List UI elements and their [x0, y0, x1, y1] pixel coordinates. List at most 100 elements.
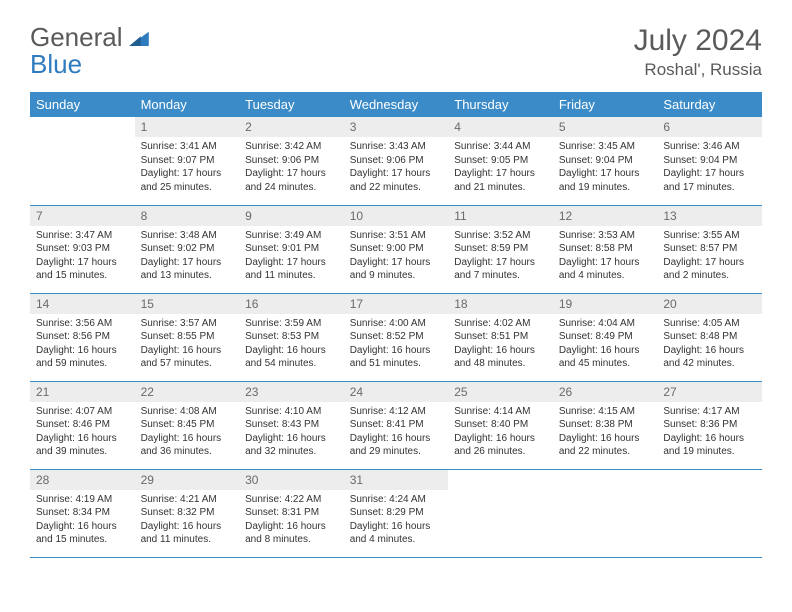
empty-cell [448, 469, 553, 557]
day-cell: 14Sunrise: 3:56 AMSunset: 8:56 PMDayligh… [30, 293, 135, 381]
day-detail: Sunrise: 3:41 AMSunset: 9:07 PMDaylight:… [135, 137, 240, 198]
day-cell: 22Sunrise: 4:08 AMSunset: 8:45 PMDayligh… [135, 381, 240, 469]
day-detail: Sunrise: 4:07 AMSunset: 8:46 PMDaylight:… [30, 402, 135, 463]
day-cell: 13Sunrise: 3:55 AMSunset: 8:57 PMDayligh… [657, 205, 762, 293]
calendar-head: SundayMondayTuesdayWednesdayThursdayFrid… [30, 92, 762, 117]
day-number: 25 [448, 382, 553, 402]
logo-triangle-icon [127, 24, 149, 51]
day-detail: Sunrise: 4:21 AMSunset: 8:32 PMDaylight:… [135, 490, 240, 551]
day-cell: 1Sunrise: 3:41 AMSunset: 9:07 PMDaylight… [135, 117, 240, 205]
day-cell: 31Sunrise: 4:24 AMSunset: 8:29 PMDayligh… [344, 469, 449, 557]
day-number: 27 [657, 382, 762, 402]
day-cell: 12Sunrise: 3:53 AMSunset: 8:58 PMDayligh… [553, 205, 658, 293]
day-detail: Sunrise: 3:52 AMSunset: 8:59 PMDaylight:… [448, 226, 553, 287]
day-number: 15 [135, 294, 240, 314]
day-number: 5 [553, 117, 658, 137]
day-cell: 10Sunrise: 3:51 AMSunset: 9:00 PMDayligh… [344, 205, 449, 293]
day-cell: 23Sunrise: 4:10 AMSunset: 8:43 PMDayligh… [239, 381, 344, 469]
day-cell: 11Sunrise: 3:52 AMSunset: 8:59 PMDayligh… [448, 205, 553, 293]
day-detail: Sunrise: 3:59 AMSunset: 8:53 PMDaylight:… [239, 314, 344, 375]
day-detail: Sunrise: 3:46 AMSunset: 9:04 PMDaylight:… [657, 137, 762, 198]
day-detail: Sunrise: 3:57 AMSunset: 8:55 PMDaylight:… [135, 314, 240, 375]
day-detail: Sunrise: 4:00 AMSunset: 8:52 PMDaylight:… [344, 314, 449, 375]
day-cell: 30Sunrise: 4:22 AMSunset: 8:31 PMDayligh… [239, 469, 344, 557]
day-number: 4 [448, 117, 553, 137]
day-number: 2 [239, 117, 344, 137]
empty-cell [553, 469, 658, 557]
day-cell: 15Sunrise: 3:57 AMSunset: 8:55 PMDayligh… [135, 293, 240, 381]
day-cell: 4Sunrise: 3:44 AMSunset: 9:05 PMDaylight… [448, 117, 553, 205]
calendar-table: SundayMondayTuesdayWednesdayThursdayFrid… [30, 92, 762, 558]
day-cell: 19Sunrise: 4:04 AMSunset: 8:49 PMDayligh… [553, 293, 658, 381]
weekday-header: Saturday [657, 92, 762, 117]
day-detail: Sunrise: 3:43 AMSunset: 9:06 PMDaylight:… [344, 137, 449, 198]
day-detail: Sunrise: 3:42 AMSunset: 9:06 PMDaylight:… [239, 137, 344, 198]
day-number: 11 [448, 206, 553, 226]
day-cell: 26Sunrise: 4:15 AMSunset: 8:38 PMDayligh… [553, 381, 658, 469]
day-cell: 21Sunrise: 4:07 AMSunset: 8:46 PMDayligh… [30, 381, 135, 469]
day-number: 12 [553, 206, 658, 226]
title-block: July 2024 Roshal', Russia [634, 24, 762, 80]
day-number: 21 [30, 382, 135, 402]
day-cell: 20Sunrise: 4:05 AMSunset: 8:48 PMDayligh… [657, 293, 762, 381]
day-detail: Sunrise: 4:05 AMSunset: 8:48 PMDaylight:… [657, 314, 762, 375]
day-cell: 2Sunrise: 3:42 AMSunset: 9:06 PMDaylight… [239, 117, 344, 205]
day-number: 23 [239, 382, 344, 402]
page-title: July 2024 [634, 24, 762, 58]
day-number: 3 [344, 117, 449, 137]
day-detail: Sunrise: 4:12 AMSunset: 8:41 PMDaylight:… [344, 402, 449, 463]
day-detail: Sunrise: 4:08 AMSunset: 8:45 PMDaylight:… [135, 402, 240, 463]
weekday-header: Friday [553, 92, 658, 117]
day-number: 9 [239, 206, 344, 226]
day-detail: Sunrise: 4:14 AMSunset: 8:40 PMDaylight:… [448, 402, 553, 463]
weekday-header: Monday [135, 92, 240, 117]
day-cell: 17Sunrise: 4:00 AMSunset: 8:52 PMDayligh… [344, 293, 449, 381]
day-detail: Sunrise: 3:55 AMSunset: 8:57 PMDaylight:… [657, 226, 762, 287]
weekday-header: Sunday [30, 92, 135, 117]
day-detail: Sunrise: 3:49 AMSunset: 9:01 PMDaylight:… [239, 226, 344, 287]
day-cell: 16Sunrise: 3:59 AMSunset: 8:53 PMDayligh… [239, 293, 344, 381]
calendar-body: 1Sunrise: 3:41 AMSunset: 9:07 PMDaylight… [30, 117, 762, 557]
day-number: 8 [135, 206, 240, 226]
logo-word-1: General [30, 22, 123, 52]
weekday-header: Wednesday [344, 92, 449, 117]
day-number: 13 [657, 206, 762, 226]
empty-cell [657, 469, 762, 557]
day-detail: Sunrise: 4:19 AMSunset: 8:34 PMDaylight:… [30, 490, 135, 551]
day-detail: Sunrise: 4:24 AMSunset: 8:29 PMDaylight:… [344, 490, 449, 551]
day-cell: 5Sunrise: 3:45 AMSunset: 9:04 PMDaylight… [553, 117, 658, 205]
empty-cell [30, 117, 135, 205]
day-detail: Sunrise: 4:15 AMSunset: 8:38 PMDaylight:… [553, 402, 658, 463]
day-cell: 25Sunrise: 4:14 AMSunset: 8:40 PMDayligh… [448, 381, 553, 469]
day-detail: Sunrise: 4:10 AMSunset: 8:43 PMDaylight:… [239, 402, 344, 463]
day-number: 20 [657, 294, 762, 314]
day-cell: 27Sunrise: 4:17 AMSunset: 8:36 PMDayligh… [657, 381, 762, 469]
day-cell: 24Sunrise: 4:12 AMSunset: 8:41 PMDayligh… [344, 381, 449, 469]
weekday-header: Thursday [448, 92, 553, 117]
day-number: 14 [30, 294, 135, 314]
day-number: 10 [344, 206, 449, 226]
day-detail: Sunrise: 4:17 AMSunset: 8:36 PMDaylight:… [657, 402, 762, 463]
day-number: 7 [30, 206, 135, 226]
day-number: 6 [657, 117, 762, 137]
day-cell: 18Sunrise: 4:02 AMSunset: 8:51 PMDayligh… [448, 293, 553, 381]
day-detail: Sunrise: 3:47 AMSunset: 9:03 PMDaylight:… [30, 226, 135, 287]
day-detail: Sunrise: 3:56 AMSunset: 8:56 PMDaylight:… [30, 314, 135, 375]
day-number: 26 [553, 382, 658, 402]
day-cell: 8Sunrise: 3:48 AMSunset: 9:02 PMDaylight… [135, 205, 240, 293]
location-label: Roshal', Russia [634, 60, 762, 80]
day-number: 31 [344, 470, 449, 490]
day-detail: Sunrise: 3:44 AMSunset: 9:05 PMDaylight:… [448, 137, 553, 198]
day-detail: Sunrise: 3:48 AMSunset: 9:02 PMDaylight:… [135, 226, 240, 287]
day-cell: 6Sunrise: 3:46 AMSunset: 9:04 PMDaylight… [657, 117, 762, 205]
day-number: 29 [135, 470, 240, 490]
logo-word-2: Blue [30, 49, 82, 79]
day-detail: Sunrise: 3:53 AMSunset: 8:58 PMDaylight:… [553, 226, 658, 287]
day-number: 28 [30, 470, 135, 490]
day-cell: 7Sunrise: 3:47 AMSunset: 9:03 PMDaylight… [30, 205, 135, 293]
day-detail: Sunrise: 4:04 AMSunset: 8:49 PMDaylight:… [553, 314, 658, 375]
day-cell: 9Sunrise: 3:49 AMSunset: 9:01 PMDaylight… [239, 205, 344, 293]
day-number: 18 [448, 294, 553, 314]
day-cell: 3Sunrise: 3:43 AMSunset: 9:06 PMDaylight… [344, 117, 449, 205]
day-number: 16 [239, 294, 344, 314]
